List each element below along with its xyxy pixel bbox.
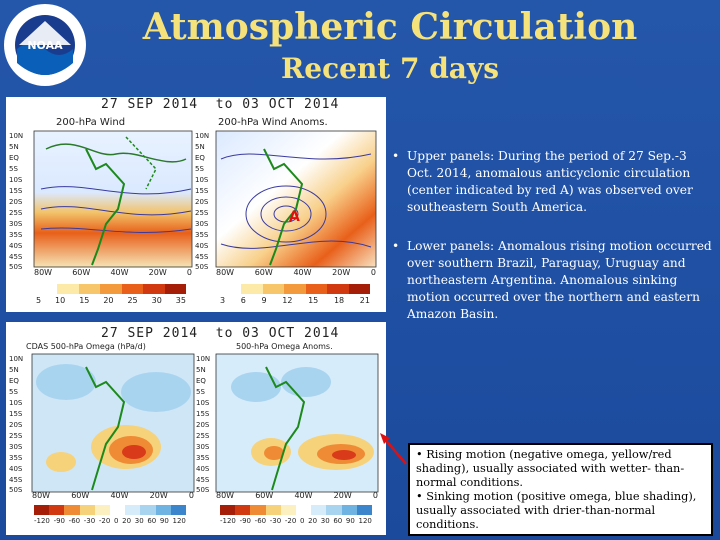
wind-anomaly-map-right: A [215, 130, 377, 268]
svg-text:10S: 10S [9, 399, 23, 407]
svg-text:35S: 35S [9, 231, 23, 239]
page-title: Atmospheric Circulation [142, 6, 638, 48]
svg-text:35S: 35S [196, 454, 210, 462]
svg-text:EQ: EQ [9, 377, 19, 385]
lower-left-panel-title: CDAS 500-hPa Omega (hPa/d) [26, 342, 146, 351]
svg-text:20S: 20S [196, 421, 210, 429]
svg-text:EQ: EQ [196, 377, 206, 385]
upper-left-panel-title: 200-hPa Wind [56, 117, 126, 128]
upper-right-panel-title: 200-hPa Wind Anoms. [218, 117, 328, 128]
lower-lat-labels-right: 10N 5N EQ 5S 10S 15S 20S 25S 30S 35S 40S… [196, 355, 210, 494]
upper-wind-maps: A 10N 5N EQ 5S 10S 15S 20S 25S 30S 35S 4… [9, 130, 377, 271]
svg-text:40S: 40S [195, 242, 209, 250]
svg-text:20S: 20S [195, 198, 209, 206]
upper-lat-labels: 10N 5N EQ 5S 10S 15S 20S 25S 30S 35S 40S… [9, 132, 23, 271]
lower-omega-maps: 10N 5N EQ 5S 10S 15S 20S 25S 30S 35S 40S… [9, 353, 379, 494]
svg-text:10N: 10N [9, 355, 23, 363]
svg-text:5N: 5N [195, 143, 205, 151]
lower-left-colorbar-labels: -120 -90 -60 -30 -20 0 20 30 60 90 120 [34, 517, 186, 525]
lower-left-lon-labels: 80W 60W 40W 20W 0 [32, 491, 194, 500]
svg-text:35S: 35S [195, 231, 209, 239]
note-sinking-motion: • Sinking motion (positive omega, blue s… [416, 490, 697, 531]
upper-left-colorbar [36, 284, 186, 294]
svg-text:50S: 50S [196, 486, 210, 494]
svg-text:10S: 10S [196, 399, 210, 407]
logo-text: NOAA [27, 39, 63, 52]
svg-text:25S: 25S [196, 432, 210, 440]
bullet-lower-panels: • Lower panels: Anomalous rising motion o… [392, 238, 714, 323]
svg-text:15S: 15S [9, 410, 23, 418]
svg-text:5S: 5S [196, 388, 205, 396]
svg-text:25S: 25S [195, 209, 209, 217]
svg-text:10N: 10N [196, 355, 210, 363]
svg-text:45S: 45S [196, 476, 210, 484]
svg-text:10S: 10S [195, 176, 209, 184]
svg-text:50S: 50S [9, 486, 23, 494]
note-rising-motion: • Rising motion (negative omega, yellow/… [416, 448, 685, 489]
svg-text:5N: 5N [9, 366, 19, 374]
lower-omega-figure: 27 SEP 2014 to 03 OCT 2014 CDAS 500-hPa … [6, 322, 386, 535]
svg-text:25S: 25S [9, 432, 23, 440]
page-subtitle: Recent 7 days [281, 52, 499, 85]
lower-lat-labels: 10N 5N EQ 5S 10S 15S 20S 25S 30S 35S 40S… [9, 355, 23, 494]
svg-text:5N: 5N [9, 143, 19, 151]
svg-text:50S: 50S [195, 263, 209, 271]
summary-bullets: • Upper panels: During the period of 27 S… [392, 148, 714, 345]
svg-text:5S: 5S [9, 165, 18, 173]
upper-right-lon-labels: 80W 60W 40W 20W 0 [216, 268, 376, 277]
omega-legend-note: • Rising motion (negative omega, yellow/… [408, 443, 713, 536]
omega-anomaly-map-right [215, 353, 379, 493]
svg-text:45S: 45S [9, 253, 23, 261]
anticyclone-marker: A [289, 209, 300, 225]
omega-map-left [31, 353, 195, 493]
lower-date-range: 27 SEP 2014 to 03 OCT 2014 [101, 326, 340, 341]
svg-text:10N: 10N [9, 132, 23, 140]
svg-text:25S: 25S [9, 209, 23, 217]
upper-left-colorbar-labels: 5 10 15 20 25 30 35 [36, 296, 186, 305]
svg-text:10S: 10S [9, 176, 23, 184]
svg-text:40S: 40S [9, 465, 23, 473]
svg-text:15S: 15S [196, 410, 210, 418]
svg-text:45S: 45S [195, 253, 209, 261]
svg-text:5S: 5S [195, 165, 204, 173]
noaa-logo: NOAA [4, 4, 86, 86]
lower-right-colorbar-labels: -120 -90 -60 -30 -20 0 20 30 60 90 120 [220, 517, 372, 525]
svg-text:EQ: EQ [195, 154, 205, 162]
svg-text:30S: 30S [9, 443, 23, 451]
wind-map-left [33, 130, 193, 268]
upper-date-range: 27 SEP 2014 to 03 OCT 2014 [101, 97, 340, 112]
bullet-lower-text: Lower panels: Anomalous rising motion oc… [407, 239, 712, 321]
svg-text:45S: 45S [9, 476, 23, 484]
svg-text:30S: 30S [9, 220, 23, 228]
svg-text:50S: 50S [9, 263, 23, 271]
svg-text:40S: 40S [9, 242, 23, 250]
lower-right-panel-title: 500-hPa Omega Anoms. [236, 342, 333, 351]
svg-text:10N: 10N [195, 132, 209, 140]
svg-text:15S: 15S [195, 187, 209, 195]
upper-wind-figure: 27 SEP 2014 to 03 OCT 2014 200-hPa Wind … [6, 97, 386, 312]
svg-text:30S: 30S [195, 220, 209, 228]
svg-text:20S: 20S [9, 198, 23, 206]
upper-lat-labels-right: 10N 5N EQ 5S 10S 15S 20S 25S 30S 35S 40S… [195, 132, 209, 271]
svg-text:40S: 40S [196, 465, 210, 473]
lower-left-colorbar [34, 505, 187, 515]
svg-text:20S: 20S [9, 421, 23, 429]
red-arrow-icon [380, 433, 407, 465]
svg-text:15S: 15S [9, 187, 23, 195]
svg-text:5N: 5N [196, 366, 206, 374]
lower-right-lon-labels: 80W 60W 40W 20W 0 [216, 491, 378, 500]
svg-text:30S: 30S [196, 443, 210, 451]
svg-text:35S: 35S [9, 454, 23, 462]
upper-right-colorbar [220, 284, 370, 294]
upper-right-colorbar-labels: 3 6 9 12 15 18 21 [220, 296, 370, 305]
upper-left-lon-labels: 80W 60W 40W 20W 0 [34, 268, 192, 277]
svg-text:EQ: EQ [9, 154, 19, 162]
bullet-upper-text: Upper panels: During the period of 27 Se… [407, 149, 693, 214]
svg-text:5S: 5S [9, 388, 18, 396]
bullet-upper-panels: • Upper panels: During the period of 27 S… [392, 148, 714, 216]
lower-right-colorbar [220, 505, 373, 515]
